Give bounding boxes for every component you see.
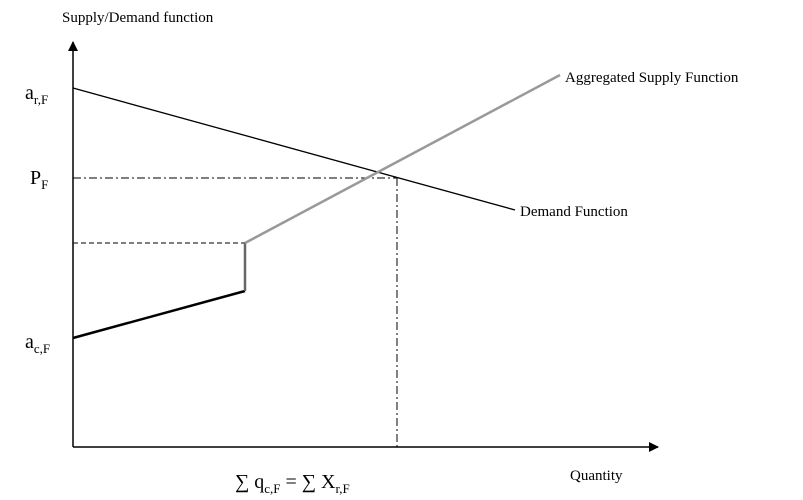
x-mark: ∑ qc,F = ∑ Xr,F [235, 471, 350, 496]
text-part: r,F [336, 481, 350, 496]
y-mark: ar,F [25, 82, 48, 107]
text-part: a [25, 82, 34, 104]
text-part: c,F [34, 341, 50, 356]
y-mark: ac,F [25, 331, 50, 356]
y-mark: PF [30, 167, 48, 192]
text-part: F [41, 177, 48, 192]
demand-label: Demand Function [520, 204, 628, 220]
supply-segment-high [244, 73, 561, 245]
text-part: ∑ X [302, 471, 336, 493]
text-part: P [30, 167, 41, 189]
y-axis-label: Supply/Demand function [62, 10, 214, 26]
text-part: r,F [34, 92, 48, 107]
text-part: c,F [264, 481, 280, 496]
text-part: a [25, 331, 34, 353]
text-part: = [281, 471, 302, 493]
supply-label: Aggregated Supply Function [565, 70, 739, 86]
x-axis-label: Quantity [570, 468, 623, 484]
text-part: ∑ q [235, 471, 264, 493]
supply-segment-low [72, 289, 246, 340]
demand-line [72, 87, 516, 211]
